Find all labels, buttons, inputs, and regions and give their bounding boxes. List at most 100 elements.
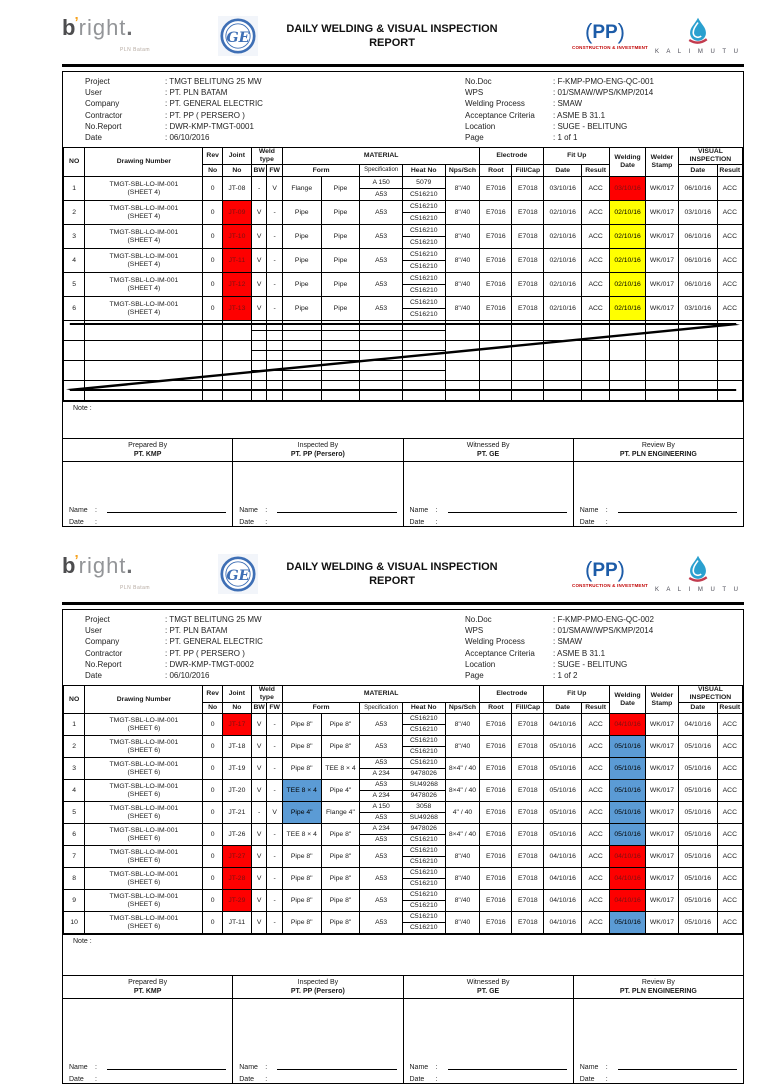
drawing-sheet-line2: (SHEET 4): [127, 308, 161, 316]
drawing-number-line1: TMGT-SBL-LO-IM-001: [109, 738, 179, 746]
signature-header: Inspected By PT. PP (Persero): [233, 976, 403, 1000]
signature-role: Prepared By: [128, 442, 168, 450]
cell-electrode-root: E7016: [479, 735, 513, 759]
cell-vi-result: ACC: [716, 272, 744, 298]
cell-vi-result: ACC: [716, 889, 744, 913]
cell-vi-date: 05/10/16: [677, 889, 718, 913]
col-welding-date: Welding Date: [609, 147, 646, 178]
cell-fitup-date: 04/10/16: [543, 867, 583, 891]
cell-heat-no: C516210: [401, 224, 446, 238]
col-electrode: Electrode: [479, 147, 545, 166]
cell-vi-date: 05/10/16: [677, 867, 718, 891]
inspection-table-wrap: NO Drawing Number Rev Joint Weld type MATERIA…: [62, 147, 744, 402]
cell-no: 6: [62, 296, 86, 322]
cell-welding-date: [609, 320, 646, 342]
drawing-number-line1: TMGT-SBL-LO-IM-001: [109, 914, 179, 922]
drawing-number-line1: TMGT-SBL-LO-IM-001: [109, 252, 179, 260]
drawing-sheet-line2: (SHEET 4): [127, 236, 161, 244]
cell-vi-date: 03/10/16: [677, 296, 718, 322]
cell-vi-date: [677, 360, 718, 382]
cell-vi-date: 03/10/16: [677, 200, 718, 226]
col-material: MATERIAL: [281, 685, 481, 704]
signature-org: PT. GE: [477, 988, 500, 996]
cell-bw: V: [250, 296, 268, 322]
cell-specification: A53: [359, 248, 403, 274]
name-label: Name: [579, 1064, 599, 1072]
cell-drawing-number: TMGT-SBL-LO-IM-001 (SHEET 4): [84, 272, 204, 298]
cell-rev-no: 0: [202, 296, 223, 322]
signature-space: [404, 999, 573, 1059]
cell-electrode-fillcap: E7018: [511, 713, 545, 737]
report-header: b’right. PLN Batam GE DAILY WELDING & VI…: [62, 10, 744, 62]
cell-welder-stamp: WK/017: [644, 867, 679, 891]
cell-heat-no: [401, 340, 446, 352]
info-value-date: : 06/10/2016: [165, 133, 210, 143]
name-underline: [277, 1069, 397, 1071]
col-welder-stamp: Welder Stamp: [644, 147, 679, 178]
signature-space: [574, 999, 743, 1059]
cell-heat-no: C516210: [401, 308, 446, 322]
cell-vi-date: 05/10/16: [677, 845, 718, 869]
drawing-number-line1: TMGT-SBL-LO-IM-001: [109, 204, 179, 212]
signature-column-inspected-by: Inspected By PT. PP (Persero) Name: Date:: [233, 439, 404, 527]
cell-no: 1: [62, 713, 86, 737]
cell-form-1: Pipe: [281, 272, 322, 298]
cell-electrode-root: E7016: [479, 757, 513, 781]
info-label-no-doc: No.Doc: [465, 77, 492, 86]
col-electrode: Electrode: [479, 685, 545, 704]
cell-electrode-root: E7016: [479, 801, 513, 825]
note-label: Note :: [73, 938, 92, 946]
cell-specification: [359, 340, 403, 352]
col-heat-no: Heat No: [401, 164, 446, 178]
cell-bw: V: [250, 889, 268, 913]
cell-electrode-fillcap: E7018: [511, 911, 545, 935]
cell-nps-sch: 8"/40: [444, 867, 481, 891]
col-nps-sch: Nps/Sch: [444, 702, 481, 715]
signature-space: [233, 999, 402, 1059]
cell-electrode-root: E7016: [479, 911, 513, 935]
drawing-sheet-line2: (SHEET 6): [127, 900, 161, 908]
cell-welding-date: 05/10/16: [609, 823, 646, 847]
cell-fitup-result: ACC: [581, 248, 611, 274]
cell-heat-no: 5079: [401, 176, 446, 190]
report-body: Project: TMGT BELITUNG 25 MW No.Doc: F-KM…: [62, 71, 744, 528]
drawing-number-line1: TMGT-SBL-LO-IM-001: [109, 228, 179, 236]
info-label-welding-process: Welding Process: [465, 637, 525, 647]
drawing-sheet-line2: (SHEET 6): [127, 812, 161, 820]
cell-fitup-result: ACC: [581, 296, 611, 322]
drawing-number-line1: TMGT-SBL-LO-IM-001: [109, 716, 179, 724]
signature-role: Review By: [641, 979, 675, 987]
cell-bw: [250, 320, 268, 332]
cell-vi-result: ACC: [716, 845, 744, 869]
cell-rev-no: 0: [202, 867, 223, 891]
cell-joint-no: JT-19: [221, 757, 252, 781]
col-root: Root: [479, 702, 513, 715]
cell-electrode-fillcap: E7018: [511, 224, 545, 250]
cell-welding-date: 05/10/16: [609, 757, 646, 781]
cell-specification: A53: [359, 296, 403, 322]
info-label-acceptance-criteria: Acceptance Criteria: [465, 110, 535, 120]
cell-heat-no: 3058: [401, 801, 446, 814]
signature-space: [63, 462, 232, 502]
cell-bw: V: [250, 911, 268, 935]
cell-welder-stamp: WK/017: [644, 823, 679, 847]
info-value-contractor: : PT. PP ( PERSERO ): [165, 648, 245, 658]
pp-logo-mark: (PP): [584, 557, 625, 582]
signature-header: Witnessed By PT. GE: [403, 439, 573, 463]
cell-rev-no: 0: [202, 176, 223, 202]
drawing-sheet-line2: (SHEET 6): [127, 724, 161, 732]
cell-welder-stamp: WK/017: [644, 713, 679, 737]
cell-vi-date: 06/10/16: [677, 176, 718, 202]
pp-logo-subtext: CONSTRUCTION & INVESTMENT: [572, 583, 649, 588]
cell-rev-no: [202, 360, 223, 382]
cell-rev-no: 0: [202, 845, 223, 869]
signature-space: [233, 462, 402, 502]
cell-vi-result: ACC: [716, 735, 744, 759]
date-label: Date: [409, 519, 425, 527]
info-value-acceptance-criteria: : ASME B 31.1: [553, 648, 606, 658]
cell-fw: -: [266, 713, 283, 737]
cell-joint-no: JT-27: [221, 845, 252, 869]
col-bw: BW: [250, 164, 268, 178]
cell-joint-no: JT-29: [221, 889, 252, 913]
cell-specification: A53: [359, 272, 403, 298]
